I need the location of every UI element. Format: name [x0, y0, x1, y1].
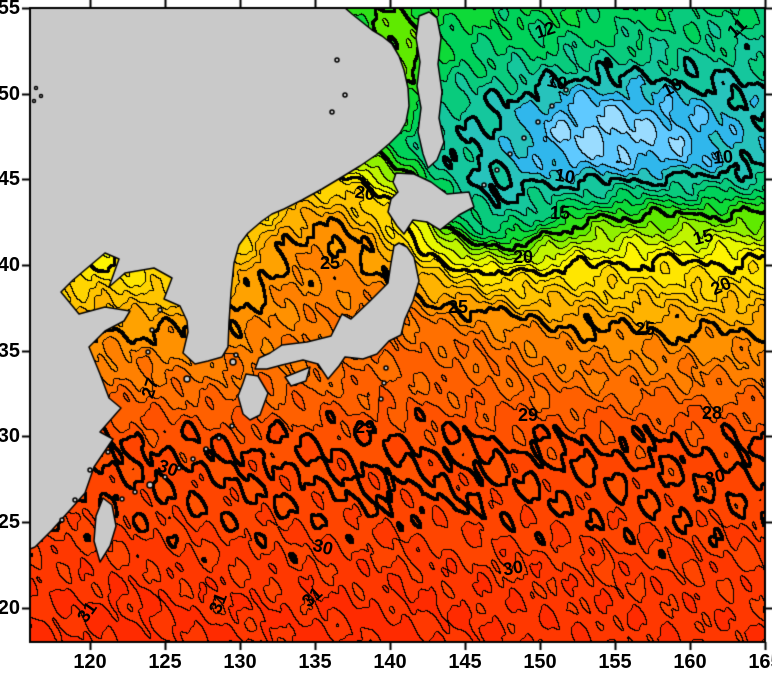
y-axis-tick-label: 40	[0, 254, 20, 277]
contour-label: 10	[712, 146, 734, 168]
x-axis-tick-label: 145	[448, 651, 482, 673]
contour-label: 30	[702, 464, 728, 490]
x-axis-tick-label: 160	[673, 651, 707, 673]
y-axis-tick-label: 25	[0, 511, 20, 534]
contour-label: 20	[512, 247, 534, 267]
contour-label: 30	[310, 534, 336, 560]
contour-label: 20	[353, 181, 377, 205]
x-axis-tick-label: 150	[523, 651, 557, 673]
y-axis-tick-label: 45	[0, 168, 20, 191]
x-axis-tick-label: 135	[298, 651, 332, 673]
x-axis-tick-label: 125	[148, 651, 182, 673]
y-axis-tick-label: 55	[0, 0, 20, 19]
contour-label: 10	[545, 70, 569, 94]
x-axis-tick-label: 140	[373, 651, 407, 673]
contour-label: 29	[354, 417, 376, 437]
x-axis-tick-label: 165	[748, 651, 772, 673]
contour-label: 29	[517, 405, 539, 425]
contour-label: 30	[501, 556, 525, 580]
contour-label: 25	[634, 319, 656, 339]
y-axis-tick-label: 50	[0, 82, 20, 105]
y-axis-tick-label: 35	[0, 339, 20, 362]
x-axis-tick-label: 130	[223, 651, 257, 673]
y-axis-tick-label: 20	[0, 596, 20, 619]
contour-label: 15	[690, 224, 716, 250]
x-axis-tick-label: 120	[73, 651, 107, 673]
x-axis-tick-label: 155	[598, 651, 632, 673]
contour-label: 10	[553, 164, 577, 188]
contour-label: 15	[549, 203, 571, 223]
contour-label: 25	[447, 297, 469, 317]
contour-label: 28	[701, 403, 723, 423]
contour-label: 25	[319, 253, 341, 273]
y-axis-tick-label: 30	[0, 425, 20, 448]
